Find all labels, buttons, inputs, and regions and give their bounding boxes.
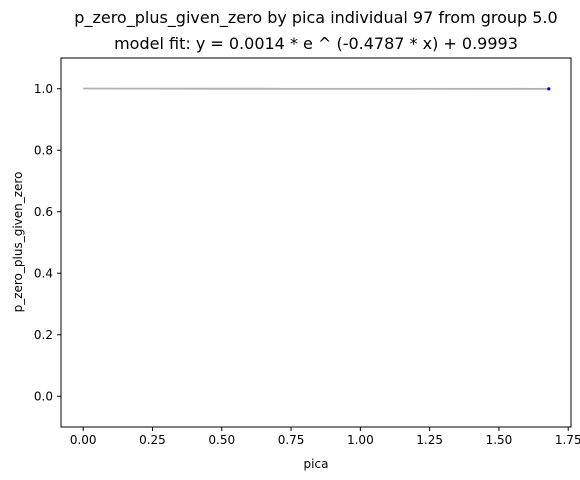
x-axis: 0.00 0.25 0.50 0.75 1.00 1.25 1.50 1.75 <box>70 427 580 447</box>
data-point <box>547 87 551 91</box>
chart-subtitle: model fit: y = 0.0014 * e ^ (-0.4787 * x… <box>114 34 518 53</box>
x-tick-label: 1.00 <box>347 433 374 447</box>
points-layer <box>547 87 551 91</box>
y-tick-label: 1.0 <box>34 82 53 96</box>
x-tick-label: 1.50 <box>486 433 513 447</box>
y-tick-label: 0.2 <box>34 328 53 342</box>
x-tick-label: 0.25 <box>139 433 166 447</box>
y-tick-label: 0.6 <box>34 205 53 219</box>
x-tick-label: 1.75 <box>555 433 580 447</box>
x-tick-label: 0.75 <box>278 433 305 447</box>
x-tick-label: 0.00 <box>70 433 97 447</box>
x-tick-label: 1.25 <box>416 433 443 447</box>
y-tick-label: 0.8 <box>34 143 53 157</box>
y-tick-label: 0.0 <box>34 389 53 403</box>
plot-frame <box>60 57 572 428</box>
y-axis-label: p_zero_plus_given_zero <box>11 172 25 313</box>
x-tick-label: 0.50 <box>208 433 235 447</box>
y-tick-label: 0.4 <box>34 266 53 280</box>
chart-title: p_zero_plus_given_zero by pica individua… <box>74 8 557 28</box>
y-axis: 0.0 0.2 0.4 0.6 0.8 1.0 <box>34 82 61 403</box>
x-axis-label: pica <box>304 457 329 471</box>
